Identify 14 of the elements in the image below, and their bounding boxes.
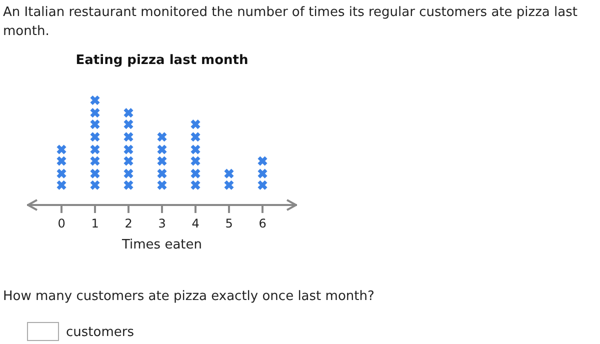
x-tick-label: 0: [58, 216, 66, 230]
x-tick-label: 2: [124, 216, 132, 230]
x-tick-label: 4: [192, 216, 200, 230]
x-axis-title: Times eaten: [120, 238, 202, 253]
text: An Italian restaurant monitored the number of times its regular customers ate pizza last month.: [3, 4, 578, 41]
text: customers: [66, 325, 134, 340]
x-tick-label: 6: [258, 216, 266, 230]
x-tick-label: 1: [91, 216, 99, 230]
point: [190, 119, 201, 130]
x-tick-label: 3: [158, 216, 166, 230]
chart-title: Eating pizza last month: [76, 53, 248, 68]
x-tick-label: 5: [225, 216, 233, 230]
text: How many customers ate pizza exactly once last month?: [3, 289, 374, 304]
point: [90, 94, 100, 106]
